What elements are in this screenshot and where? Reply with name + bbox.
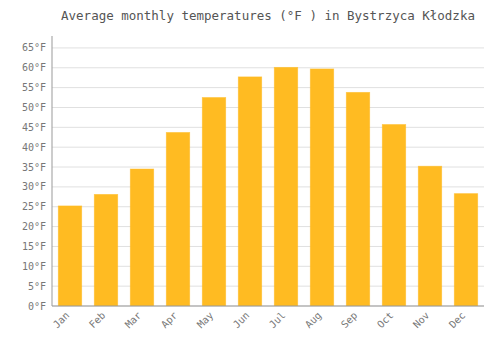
x-tick-label: Sep [339,310,360,331]
grid [52,48,484,306]
bar [382,125,405,306]
chart: Average monthly temperatures (°F ) in By… [0,0,500,350]
x-tick-label: Jul [267,310,288,331]
grid-line [52,127,484,128]
y-tick-label: 50°F [22,102,46,113]
y-tick-label: 65°F [22,42,46,53]
grid-line [52,67,484,68]
y-tick-label: 35°F [22,162,46,173]
y-axis-line [52,36,53,306]
y-tick-label: 5°F [28,281,46,292]
x-tick-label: Dec [447,310,468,331]
page: {"chart_data": {"type": "bar", "title": … [0,0,500,350]
x-tick-label: Feb [87,310,108,331]
x-axis: Jan Feb Mar Apr May Jun Jul Aug Sep Oct Nov Dec [51,310,468,331]
grid-line [52,107,484,108]
bar [346,92,369,306]
bar [58,206,81,306]
bar [274,67,297,306]
grid-line [52,147,484,148]
x-axis-line [52,306,484,307]
x-tick-label: Mar [123,310,144,331]
x-tick-label: May [195,310,216,331]
y-tick-label: 10°F [22,261,46,272]
x-tick-label: Jan [51,310,72,331]
y-tick-label: 20°F [22,221,46,232]
y-tick-label: 15°F [22,241,46,252]
bar [94,194,117,306]
bar [166,132,189,306]
x-tick-label: Apr [159,310,180,331]
bar [418,166,441,306]
x-tick-label: Jun [231,310,252,331]
y-tick-label: 0°F [28,301,46,312]
grid-line [52,306,484,307]
x-tick-label: Nov [411,310,432,331]
bars [58,67,477,306]
x-tick-label: Oct [375,310,396,331]
y-axis: 0°F 5°F 10°F 15°F 20°F 25°F 30°F 35°F 40°F 45°F 50… [22,42,46,311]
y-tick-label: 40°F [22,142,46,153]
bar [238,77,261,306]
bar [130,169,153,306]
y-tick-label: 45°F [22,122,46,133]
y-tick-label: 30°F [22,181,46,192]
title: Average monthly temperatures (°F ) in By… [61,8,475,23]
y-tick-label: 60°F [22,62,46,73]
bar [454,194,477,306]
y-tick-label: 55°F [22,82,46,93]
grid-line [52,47,484,48]
x-tick-label: Aug [303,310,324,331]
y-tick-label: 25°F [22,201,46,212]
bar [202,98,225,306]
bar [310,69,333,306]
grid-line [52,87,484,88]
chart-container: Average monthly temperatures (°F ) in By… [0,0,500,350]
